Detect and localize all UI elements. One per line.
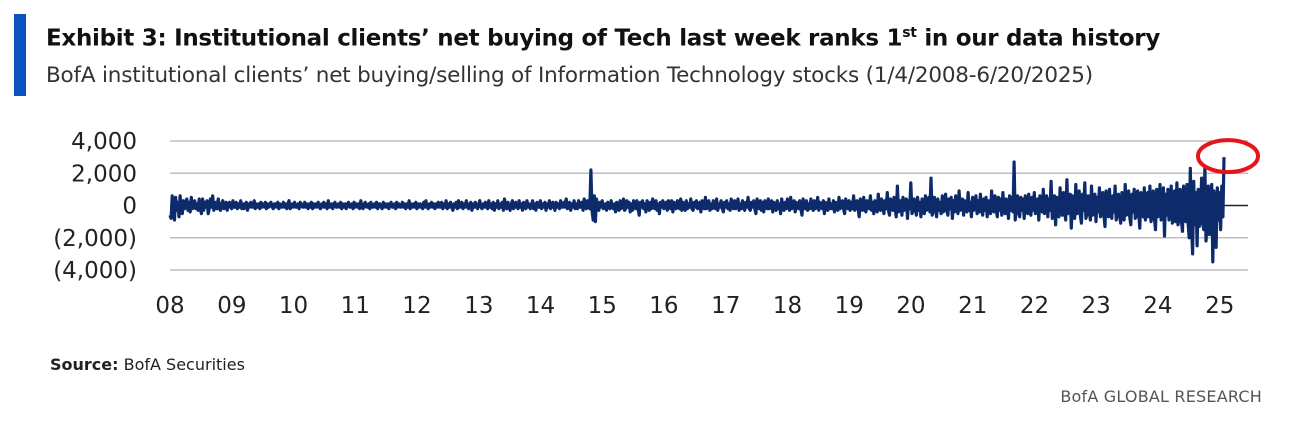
x-tick-label: 25 [1205, 293, 1234, 319]
title-end: in our data history [916, 25, 1161, 52]
y-tick-label: (2,000) [53, 226, 137, 252]
title-superscript: st [902, 25, 917, 41]
x-tick-label: 19 [835, 293, 864, 319]
x-tick-label: 23 [1082, 293, 1111, 319]
x-tick-label: 24 [1143, 293, 1172, 319]
accent-bar [14, 14, 26, 96]
x-tick-label: 12 [402, 293, 431, 319]
series-group [168, 157, 1226, 264]
y-axis-tick-labels: 4,000 2,000 0 (2,000) (4,000) [53, 129, 137, 284]
x-tick-label: 15 [588, 293, 617, 319]
exhibit-subtitle: BofA institutional clients’ net buying/s… [46, 63, 1093, 88]
x-tick-label: 14 [526, 293, 555, 319]
x-tick-label: 21 [958, 293, 987, 319]
x-tick-label: 20 [896, 293, 925, 319]
brand-label: BofA GLOBAL RESEARCH [1060, 387, 1262, 406]
source-note: Source: BofA Securities [50, 355, 245, 374]
title-main: Exhibit 3: Institutional clients’ net bu… [46, 25, 903, 52]
line-chart: 4,000 2,000 0 (2,000) (4,000) 08 09 10 11 12 13 14… [53, 129, 1260, 319]
x-tick-label: 16 [649, 293, 678, 319]
series-line-tech-net-buying [168, 157, 1226, 264]
x-tick-label: 09 [217, 293, 246, 319]
source-label: Source: [50, 355, 119, 374]
exhibit-title: Exhibit 3: Institutional clients’ net bu… [46, 25, 1160, 52]
x-tick-label: 22 [1020, 293, 1049, 319]
y-tick-label: 4,000 [71, 129, 137, 155]
x-tick-label: 17 [711, 293, 740, 319]
y-tick-label: 0 [122, 194, 137, 220]
x-tick-label: 08 [155, 293, 184, 319]
highlight-circle [1196, 138, 1260, 175]
source-text: BofA Securities [118, 355, 245, 374]
x-tick-label: 18 [773, 293, 802, 319]
x-tick-label: 10 [279, 293, 308, 319]
y-tick-label: (4,000) [53, 258, 137, 284]
x-tick-label: 11 [341, 293, 370, 319]
annotation-group [1196, 138, 1260, 175]
x-axis-tick-labels: 08 09 10 11 12 13 14 15 16 17 18 19 20 21 22 23 24 25 [155, 293, 1234, 319]
x-tick-label: 13 [464, 293, 493, 319]
y-tick-label: 2,000 [71, 161, 137, 187]
